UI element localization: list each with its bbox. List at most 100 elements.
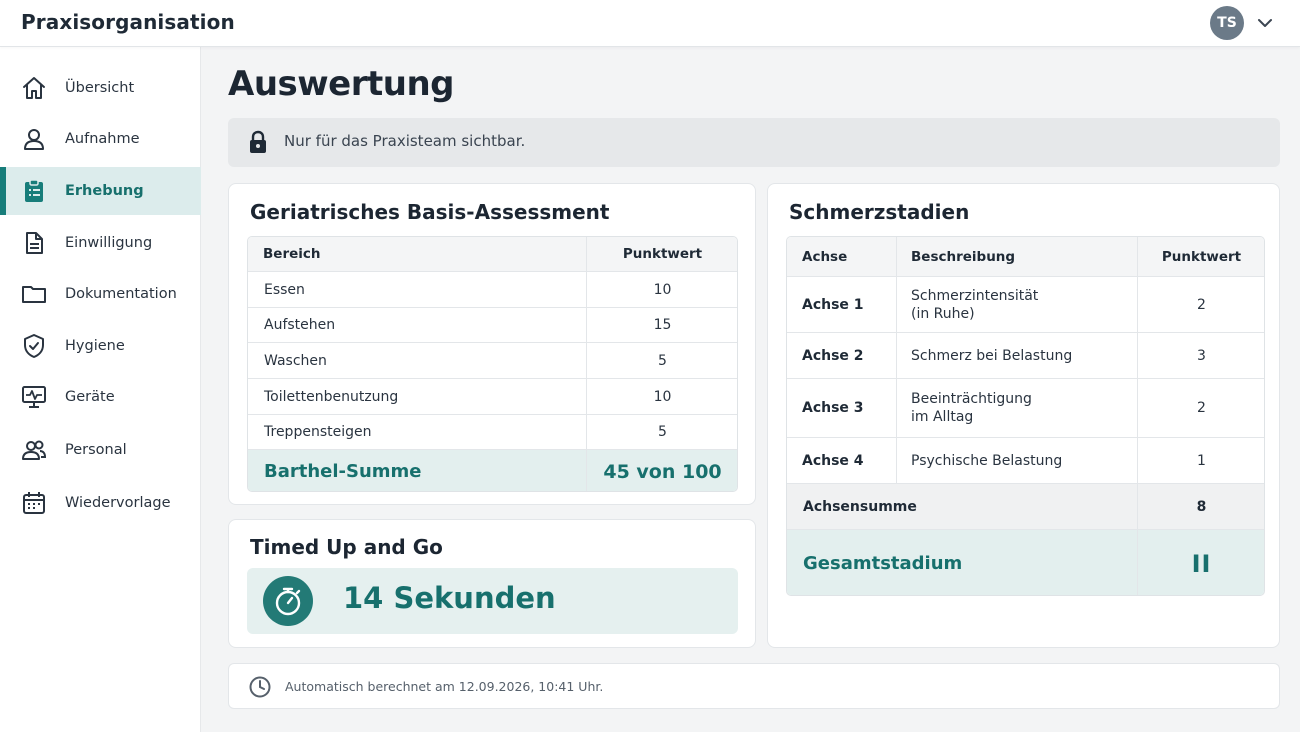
barthel-table: Bereich Punktwert Essen 10 Aufstehen 15 … [247,236,738,492]
sidebar-item-label: Dokumentation [65,286,177,302]
sidebar-item-label: Personal [65,442,127,458]
row-area: Aufstehen [264,317,336,333]
tug-card: Timed Up and Go 14 Sekunden [228,519,756,648]
tug-title: Timed Up and Go [250,535,443,559]
clock-icon [249,676,271,698]
barthel-title: Geriatrisches Basis-Assessment [250,200,610,224]
shield-icon [24,334,44,358]
row-axis: Achse 3 [802,400,864,416]
row-description: Psychische Belastung [911,452,1063,469]
description-line: im Alltag [911,409,974,425]
table-row: Achse 2 Schmerz bei Belastung 3 [787,332,1264,378]
sidebar-item-label: Aufnahme [65,131,140,147]
monitor-icon [22,386,46,408]
gesamtstadium-label: Gesamtstadium [803,553,963,574]
visibility-notice: Nur für das Praxisteam sichtbar. [228,118,1280,167]
barthel-sum-label: Barthel-Summe [264,461,422,482]
sidebar-item-label: Geräte [65,389,115,405]
sidebar-item-erhebung[interactable]: Erhebung [0,167,201,215]
sidebar-item-aufnahme[interactable]: Aufnahme [0,115,201,163]
table-header: Bereich Punktwert [248,237,737,271]
header-punktwert: Punktwert [622,246,703,262]
row-score: 10 [653,388,672,405]
page-title: Auswertung [228,64,455,104]
document-icon [26,232,43,254]
header-punktwert: Punktwert [1161,248,1242,265]
row-score: 5 [658,424,667,440]
row-score: 2 [1197,400,1206,416]
achsensumme-label: Achsensumme [803,498,917,515]
table-row: Achse 1 Schmerzintensität (in Ruhe) 2 [787,276,1264,332]
sidebar-item-personal[interactable]: Personal [0,426,201,474]
row-axis: Achse 4 [802,452,864,469]
row-score: 3 [1197,347,1206,364]
table-row: Achse 3 Beeinträchtigung im Alltag 2 [787,378,1264,437]
row-description: Schmerz bei Belastung [911,347,1073,364]
row-area: Treppensteigen [264,424,372,440]
tug-result: 14 Sekunden [247,568,738,634]
gesamtstadium-value: II [1191,549,1212,578]
row-axis: Achse 1 [802,296,864,313]
clipboard-icon [25,179,43,202]
barthel-card: Geriatrisches Basis-Assessment Bereich P… [228,183,756,505]
sidebar-item-label: Übersicht [65,80,135,96]
header-beschreibung: Beschreibung [911,248,1016,265]
sidebar-item-wiedervorlage[interactable]: Wiedervorlage [0,479,201,527]
tug-value: 14 Sekunden [343,581,556,615]
notice-text: Nur für das Praxisteam sichtbar. [284,132,526,150]
row-description: Beeinträchtigung im Alltag [911,379,1032,437]
sidebar-item-dokumentation[interactable]: Dokumentation [0,270,201,318]
barthel-sum-row: Barthel-Summe 45 von 100 [248,449,737,491]
sidebar-item-hygiene[interactable]: Hygiene [0,322,201,370]
row-area: Waschen [264,352,327,369]
row-score: 10 [653,281,672,298]
home-icon [23,77,45,99]
sidebar-item-label: Einwilligung [65,235,153,251]
table-row: Treppensteigen 5 [248,414,737,449]
column-divider [1137,237,1138,595]
row-score: 2 [1197,296,1206,313]
table-row: Achse 4 Psychische Belastung 1 [787,437,1264,483]
sidebar: Übersicht Aufnahme Erhebung Einwilligung… [0,47,201,732]
folder-icon [22,286,46,303]
table-row: Essen 10 [248,271,737,307]
barthel-sum-value: 45 von 100 [603,460,722,483]
chevron-down-icon[interactable] [1256,14,1274,32]
app-title: Praxisorganisation [21,10,235,34]
row-description: Schmerzintensität (in Ruhe) [911,277,1038,332]
stopwatch-icon [263,576,313,626]
row-area: Essen [264,281,305,298]
sidebar-item-einwilligung[interactable]: Einwilligung [0,219,201,267]
row-score: 1 [1197,452,1206,469]
footer-text: Automatisch berechnet am 12.09.2026, 10:… [285,679,604,694]
table-row: Toilettenbenutzung 10 [248,378,737,414]
description-line: Beeinträchtigung [911,391,1032,407]
avatar[interactable]: TS [1210,6,1244,40]
schmerzstadien-card: Schmerzstadien Achse Beschreibung Punktw… [767,183,1280,648]
table-header: Achse Beschreibung Punktwert [787,237,1264,276]
column-divider [896,237,897,483]
sidebar-item-uebersicht[interactable]: Übersicht [0,64,201,112]
sidebar-item-geraete[interactable]: Geräte [0,373,201,421]
schmerzstadien-title: Schmerzstadien [789,200,970,224]
row-axis: Achse 2 [802,347,864,364]
row-score: 15 [653,317,672,333]
column-divider [586,237,587,491]
sidebar-item-label: Wiedervorlage [65,495,171,511]
gesamtstadium-row: Gesamtstadium II [787,529,1264,595]
calculation-footer: Automatisch berechnet am 12.09.2026, 10:… [228,663,1280,709]
header-bereich: Bereich [263,246,321,262]
table-row: Waschen 5 [248,342,737,378]
schmerzstadien-table: Achse Beschreibung Punktwert Achse 1 Sch… [786,236,1265,596]
header-achse: Achse [802,248,848,265]
row-area: Toilettenbenutzung [264,388,399,405]
achsensumme-value: 8 [1196,498,1207,515]
top-bar: Praxisorganisation TS [0,0,1300,47]
row-score: 5 [658,352,667,369]
achsensumme-row: Achsensumme 8 [787,483,1264,529]
people-icon [22,440,47,460]
sidebar-item-label: Erhebung [65,183,144,199]
description-line: (in Ruhe) [911,305,975,322]
lock-icon [250,130,266,153]
user-icon [24,129,44,150]
